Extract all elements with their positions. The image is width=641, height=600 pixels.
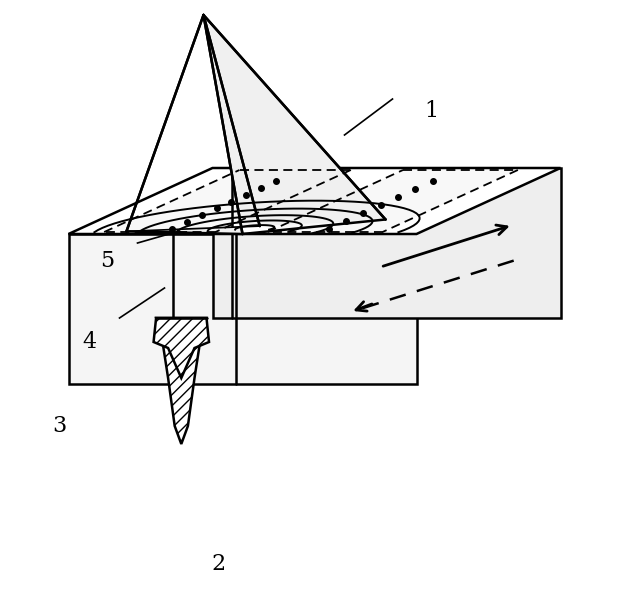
Polygon shape: [154, 318, 209, 378]
Text: 4: 4: [83, 331, 97, 353]
Polygon shape: [126, 15, 385, 234]
Polygon shape: [156, 318, 206, 444]
Text: 3: 3: [53, 415, 67, 437]
Polygon shape: [69, 234, 417, 384]
Polygon shape: [104, 170, 351, 232]
Polygon shape: [69, 168, 560, 234]
Text: 2: 2: [212, 553, 226, 575]
Polygon shape: [268, 170, 518, 232]
Text: 5: 5: [101, 250, 115, 272]
Text: 1: 1: [424, 100, 438, 122]
Polygon shape: [213, 168, 560, 318]
